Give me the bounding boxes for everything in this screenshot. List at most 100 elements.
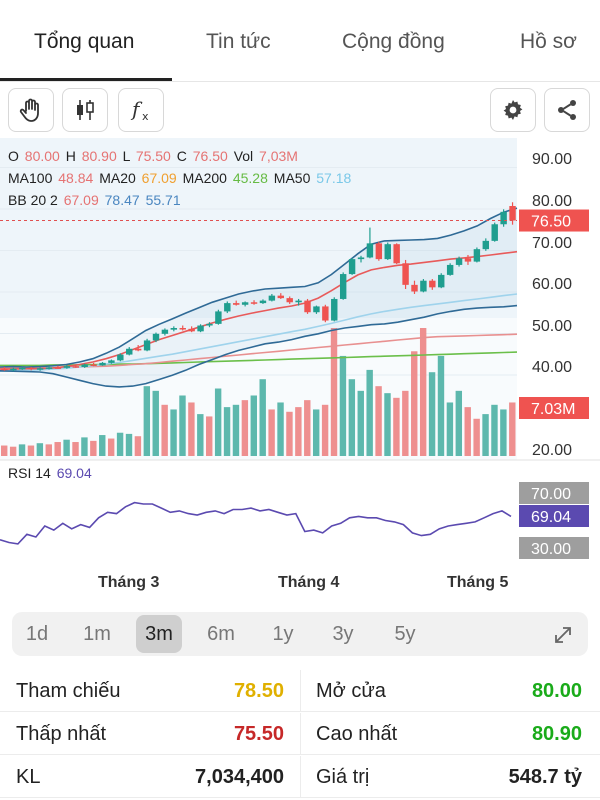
period-3y[interactable]: 3y [332,623,354,645]
candle-body [482,240,490,250]
period-6m[interactable]: 6m [207,623,235,645]
legend-value: 7,03M [259,148,298,164]
stat-value: 7,034,400 [195,766,284,788]
legend-value: 80.90 [81,148,121,164]
candle-body [10,368,17,371]
stat-label: Mở cửa [316,680,386,702]
stat-label: KL [16,766,41,788]
candle-body [117,354,124,361]
volume-bar [312,409,320,456]
volume-bar [72,442,79,456]
candle-body [339,274,347,299]
volume-bar [161,404,168,456]
candle-body [259,300,267,304]
legend-value: 45.28 [232,170,272,186]
candle-body [411,284,418,292]
rsi-legend: RSI 14 69.04 [8,465,94,481]
rsi-badge-text: 30.00 [531,541,571,558]
month-label: Tháng 3 [98,574,159,591]
fullscreen-button[interactable] [548,620,578,650]
tab-community[interactable]: Cộng đồng [342,30,445,53]
period-3m[interactable]: 3m [136,615,182,653]
price-axis-label: 60.00 [532,276,572,293]
price-chart-svg[interactable]: 90.00 80.00 70.00 60.00 50.00 40.00 20.00 76.50… [0,138,600,598]
stat-label: Thấp nhất [16,723,107,745]
price-axis-label: 40.00 [532,359,572,376]
legend-value: 78.47 [104,192,144,208]
chart-type-button[interactable] [62,88,108,132]
price-axis-label: 80.00 [532,193,572,210]
top-tab-bar: Tổng quan Tin tức Cộng đồng Hồ sơ [0,0,600,82]
volume-bar [143,386,151,456]
candle-body [224,303,231,312]
volume-bar [81,437,88,456]
period-selector: 1d 1m 3m 6m 1y 3y 5y [12,612,588,656]
candle-body [179,328,186,330]
candle-body [313,306,320,313]
volume-bar [464,407,471,456]
rsi-line [0,501,512,545]
tab-profile[interactable]: Hồ sơ [520,30,577,53]
price-chart[interactable]: 90.00 80.00 70.00 60.00 50.00 40.00 20.00 76.50… [0,138,600,598]
candle-body [420,280,427,292]
candle-body [90,364,97,367]
legend-value: 57.18 [316,170,352,186]
candle-body [366,243,374,258]
candle-body [126,348,133,355]
legend-key: MA100 [8,170,57,186]
volume-bar [197,414,204,456]
legend-key: C [176,148,191,164]
candle-body [241,302,249,305]
legend-value: 48.84 [58,170,98,186]
candle-body [491,224,498,241]
candle-body [161,329,169,334]
hand-icon [19,98,39,122]
ma20-line [0,250,518,370]
active-tab-indicator [0,78,172,81]
candle-body [99,362,106,366]
period-1y[interactable]: 1y [272,623,294,645]
candle-body [250,302,258,304]
hand-tool-button[interactable] [8,88,54,132]
volume-bar [384,393,391,456]
volume-bar [170,409,177,456]
volume-bar [188,402,195,456]
ma-legend: MA100 48.84 MA20 67.09 MA200 45.28 MA50 … [8,170,353,186]
candle-body [473,249,481,262]
volume-bar [366,369,373,456]
chart-toolbar: f x [0,88,600,136]
period-1d[interactable]: 1d [25,623,49,645]
bb-legend: BB 20 2 67.09 78.47 55.71 [8,192,183,208]
volume-badge [519,397,589,419]
period-5y[interactable]: 5y [394,623,416,645]
candle-body [286,298,293,303]
stat-label: Tham chiếu [16,680,121,702]
volume-bar [259,379,266,456]
candle-body [464,258,472,262]
legend-key: Vol [233,148,258,164]
legend-value: 80.00 [24,148,64,164]
indicators-button[interactable]: f x [118,88,164,132]
legend-key: L [122,148,134,164]
candle-body [509,206,516,221]
candle-body [402,263,409,285]
candle-body [81,364,88,368]
volume-bar [437,355,445,456]
candle-body [197,325,204,332]
candle-body [322,306,329,321]
settings-button[interactable] [490,88,536,132]
tab-news[interactable]: Tin tức [206,30,271,53]
tab-overview[interactable]: Tổng quan [34,30,135,53]
volume-bar [125,433,133,456]
legend-key: BB 20 2 [8,192,62,208]
period-1m[interactable]: 1m [83,623,111,645]
volume-bar [268,409,275,456]
share-button[interactable] [544,88,590,132]
legend-value: 76.50 [192,148,232,164]
volume-bar [491,404,498,456]
candle-body [375,243,383,260]
volume-bar [250,395,257,456]
volume-bar [295,407,302,456]
legend-key: MA200 [182,170,231,186]
candle-body [295,300,302,303]
